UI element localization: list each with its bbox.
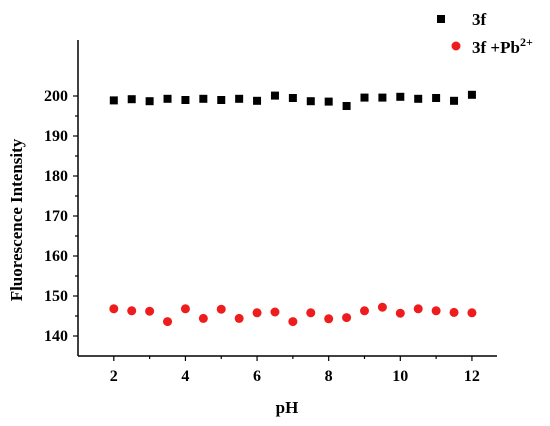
legend-marker-3f-pb (451, 41, 461, 51)
data-point-3f-pb (324, 314, 334, 324)
data-point-3f (414, 94, 423, 103)
y-tick-label: 170 (44, 208, 68, 225)
x-tick-label: 8 (325, 368, 333, 385)
data-point-3f (450, 96, 459, 105)
data-point-3f (163, 94, 172, 103)
x-tick-label: 6 (253, 368, 261, 385)
data-point-3f (288, 94, 297, 102)
x-tick-label: 10 (392, 368, 408, 385)
legend-label-3f: 3f (472, 10, 487, 29)
data-point-3f-pb (109, 304, 119, 314)
data-point-3f-pb (270, 307, 280, 317)
data-point-3f-pb (163, 317, 173, 327)
data-point-3f (109, 96, 118, 105)
data-point-3f-pb (395, 308, 405, 318)
legend: 3f 3f +Pb2+ (437, 10, 533, 57)
data-point-3f-pb (359, 306, 369, 316)
x-axis-label: pH (276, 398, 299, 417)
x-ticks: 2 4 6 8 10 12 (110, 356, 480, 385)
data-point-3f-pb (449, 307, 459, 317)
data-point-3f-pb (180, 304, 190, 314)
data-point-3f (378, 93, 387, 102)
y-tick-label: 150 (44, 288, 68, 305)
data-point-3f (396, 92, 405, 101)
data-point-3f (127, 95, 136, 104)
data-point-3f-pb (288, 317, 298, 327)
series-layer (109, 90, 477, 327)
x-tick-label: 2 (110, 368, 118, 385)
data-point-3f (360, 93, 369, 102)
data-point-3f (342, 102, 351, 110)
legend-label-3f-pb-sup: 2+ (520, 35, 533, 49)
data-point-3f-pb (145, 306, 155, 316)
x-tick-label: 4 (181, 368, 189, 385)
data-point-3f (432, 94, 441, 102)
data-point-3f (199, 94, 208, 103)
y-tick-label: 200 (44, 88, 68, 105)
data-point-3f (181, 96, 190, 104)
y-axis-label: Fluorescence Intensity (7, 138, 26, 301)
data-point-3f (217, 96, 226, 104)
y-tick-label: 190 (44, 128, 68, 145)
x-tick-label: 12 (464, 368, 480, 385)
data-point-3f (467, 90, 476, 99)
y-tick-label: 160 (44, 248, 68, 265)
data-point-3f-pb (431, 306, 441, 316)
data-point-3f-pb (413, 304, 423, 314)
y-ticks: 140 150 160 170 180 190 200 (44, 88, 78, 345)
y-tick-label: 140 (44, 328, 68, 345)
data-point-3f-pb (467, 308, 477, 318)
axes (77, 40, 497, 357)
data-point-3f-pb (252, 308, 262, 318)
data-point-3f (235, 94, 244, 103)
data-point-3f (324, 97, 333, 106)
legend-label-3f-pb-main: 3f +Pb (472, 38, 520, 57)
data-point-3f-pb (234, 313, 244, 323)
legend-label-3f-pb: 3f +Pb2+ (472, 35, 533, 57)
data-point-3f-pb (216, 304, 226, 314)
data-point-3f (145, 97, 154, 106)
data-point-3f-pb (127, 306, 137, 316)
data-point-3f (270, 91, 279, 100)
data-point-3f (306, 97, 315, 106)
data-point-3f-pb (342, 313, 352, 323)
data-point-3f (253, 96, 262, 105)
data-point-3f-pb (306, 308, 316, 318)
data-point-3f-pb (198, 313, 208, 323)
legend-marker-3f (437, 15, 445, 23)
y-tick-label: 180 (44, 168, 68, 185)
data-point-3f-pb (377, 302, 387, 312)
